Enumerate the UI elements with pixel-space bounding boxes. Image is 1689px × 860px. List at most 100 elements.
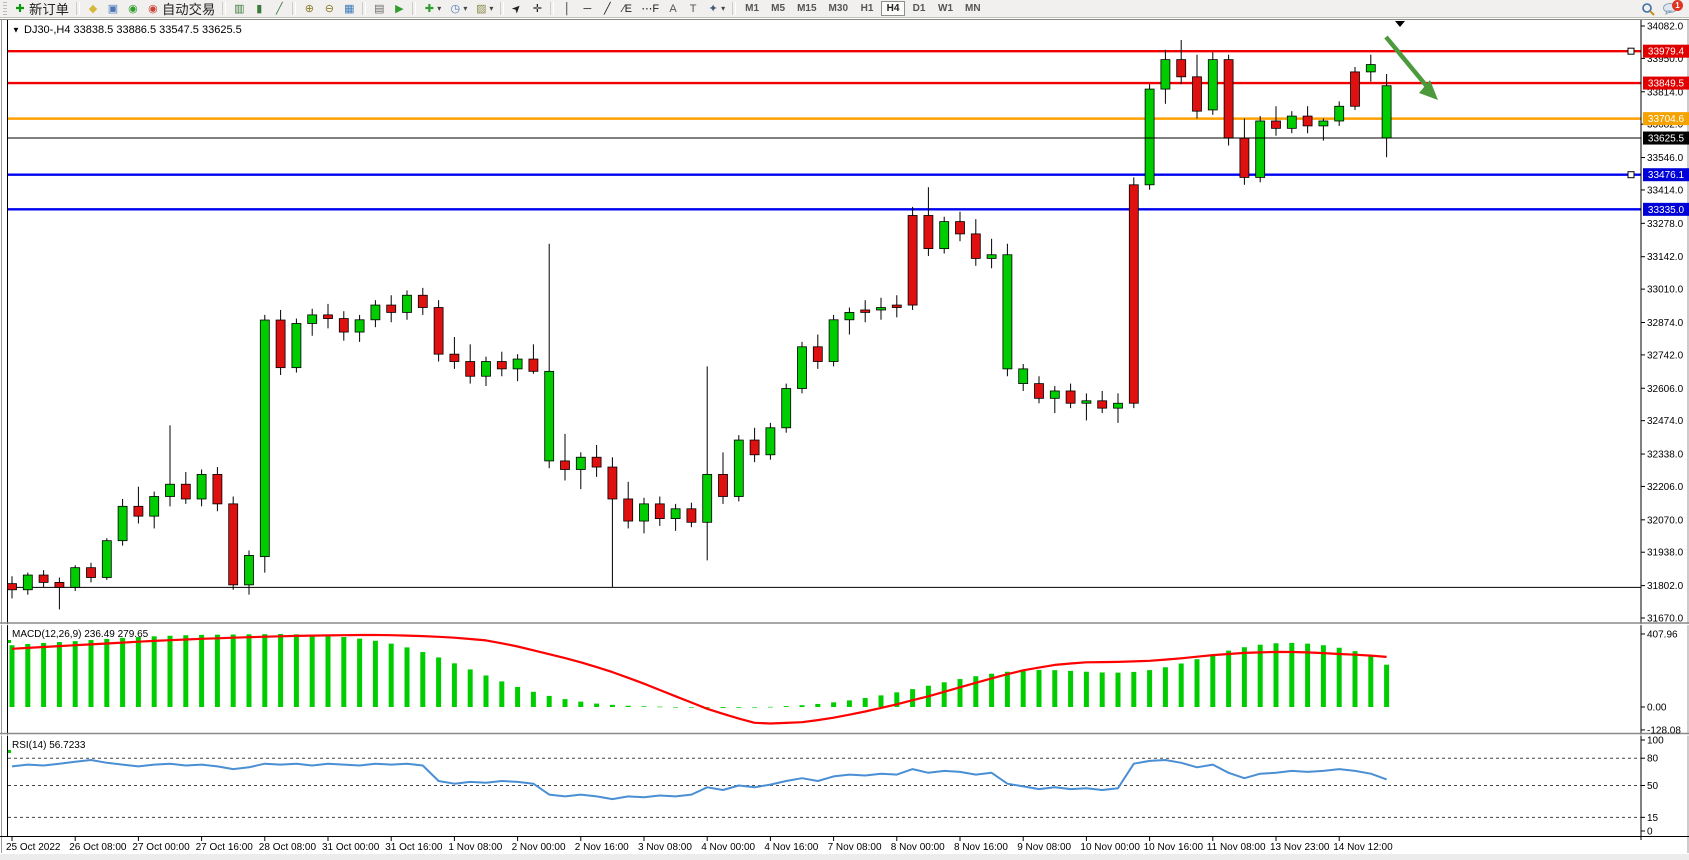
tf-H4[interactable]: H4 xyxy=(881,1,905,16)
fibo-grid-button[interactable]: ⋯F xyxy=(637,1,663,17)
eraser-button[interactable]: ◆ xyxy=(83,1,103,17)
candle[interactable] xyxy=(718,452,728,504)
candle[interactable] xyxy=(1049,386,1060,414)
label-button[interactable]: T xyxy=(683,1,703,17)
candle[interactable] xyxy=(1034,376,1044,404)
candle[interactable] xyxy=(812,334,823,369)
tf-M1[interactable]: M1 xyxy=(740,1,764,16)
crosshair-button[interactable]: ✛ xyxy=(527,1,547,17)
candle[interactable] xyxy=(70,565,81,592)
candle[interactable] xyxy=(101,538,112,580)
candle[interactable] xyxy=(165,425,175,507)
candle[interactable] xyxy=(955,211,965,242)
candle[interactable] xyxy=(733,435,744,502)
candle[interactable] xyxy=(1018,363,1029,391)
candle[interactable] xyxy=(575,452,586,490)
candle[interactable] xyxy=(180,471,191,504)
zoom-out-button[interactable]: ⊖ xyxy=(319,1,339,17)
new-order-button[interactable]: ✚ 新订单 xyxy=(10,1,73,17)
candle[interactable] xyxy=(1065,383,1076,409)
candle[interactable] xyxy=(7,576,17,599)
vertical-line-button[interactable]: │ xyxy=(557,1,577,17)
search-icon[interactable] xyxy=(1637,0,1659,18)
candle[interactable] xyxy=(923,187,934,256)
print-button[interactable]: ▣ xyxy=(103,1,123,17)
notifications-button[interactable]: 1 xyxy=(1659,0,1685,18)
candle[interactable] xyxy=(259,314,270,573)
candle[interactable] xyxy=(1160,49,1171,104)
candle[interactable] xyxy=(1318,118,1329,141)
candle[interactable] xyxy=(907,206,918,310)
candle[interactable] xyxy=(1255,116,1266,183)
candle[interactable] xyxy=(639,497,649,534)
tf-MN[interactable]: MN xyxy=(960,1,986,16)
candle[interactable] xyxy=(512,354,523,382)
tf-H1[interactable]: H1 xyxy=(855,1,879,16)
candle[interactable] xyxy=(781,383,792,433)
period-clock-button[interactable]: ◷ ▾ xyxy=(445,1,471,17)
toolbar-grip[interactable] xyxy=(3,2,7,15)
shapes-button[interactable]: ✦ ▾ xyxy=(703,1,729,17)
candle[interactable] xyxy=(1271,106,1281,136)
candle[interactable] xyxy=(22,572,33,595)
candle[interactable] xyxy=(402,290,412,320)
candle[interactable] xyxy=(1286,111,1297,134)
candle[interactable] xyxy=(1128,177,1139,409)
candle[interactable] xyxy=(1176,39,1187,85)
autotrade-button[interactable]: ◉ 自动交易 xyxy=(143,1,219,17)
candle[interactable] xyxy=(591,444,602,477)
candle[interactable] xyxy=(133,486,144,524)
candle[interactable] xyxy=(560,433,570,481)
candle[interactable] xyxy=(686,502,697,528)
candle[interactable] xyxy=(986,238,997,269)
candle[interactable] xyxy=(386,295,397,323)
candle[interactable] xyxy=(196,469,207,507)
candle[interactable] xyxy=(323,303,333,329)
candle[interactable] xyxy=(212,467,223,512)
zoom-in-button[interactable]: ⊕ xyxy=(299,1,319,17)
hline-handle[interactable] xyxy=(1627,47,1635,55)
tester-button[interactable]: ▶ xyxy=(389,1,409,17)
candle[interactable] xyxy=(496,351,507,377)
candle[interactable] xyxy=(797,341,807,394)
signal-button[interactable]: ◉ xyxy=(123,1,143,17)
candle[interactable] xyxy=(1302,106,1313,134)
candle[interactable] xyxy=(417,287,428,315)
candle[interactable] xyxy=(117,498,128,546)
candle[interactable] xyxy=(544,243,555,469)
candle[interactable] xyxy=(228,496,239,590)
candle[interactable] xyxy=(1144,84,1155,190)
navigator-button[interactable]: ▤ xyxy=(369,1,389,17)
candle[interactable] xyxy=(338,311,349,341)
candle[interactable] xyxy=(860,300,871,323)
trendline-button[interactable]: ╱ xyxy=(597,1,617,17)
cursor-button[interactable]: ➤ xyxy=(507,1,527,17)
tf-M5[interactable]: M5 xyxy=(766,1,790,16)
candle[interactable] xyxy=(275,309,286,376)
fibonacci-button[interactable]: ∕E xyxy=(617,1,637,17)
candle[interactable] xyxy=(354,314,365,342)
candle[interactable] xyxy=(891,295,902,318)
candle[interactable] xyxy=(38,570,49,588)
candle[interactable] xyxy=(149,491,160,529)
candlestick-button[interactable]: ▮ xyxy=(249,1,269,17)
candle[interactable] xyxy=(370,300,381,328)
candle[interactable] xyxy=(702,366,713,561)
candle[interactable] xyxy=(607,457,618,588)
candle[interactable] xyxy=(481,356,491,387)
candle[interactable] xyxy=(828,314,839,367)
candle[interactable] xyxy=(1097,390,1108,414)
candle[interactable] xyxy=(1334,101,1345,126)
candle[interactable] xyxy=(307,308,318,336)
candle[interactable] xyxy=(291,318,302,373)
candle[interactable] xyxy=(1002,243,1013,377)
candle[interactable] xyxy=(449,336,460,369)
candle[interactable] xyxy=(939,216,950,254)
horizontal-line-button[interactable]: ─ xyxy=(577,1,597,17)
candle[interactable] xyxy=(465,344,476,384)
candle[interactable] xyxy=(244,550,254,595)
candle[interactable] xyxy=(623,481,634,529)
tf-D1[interactable]: D1 xyxy=(907,1,931,16)
add-indicator-button[interactable]: ✚ ▾ xyxy=(419,1,445,17)
